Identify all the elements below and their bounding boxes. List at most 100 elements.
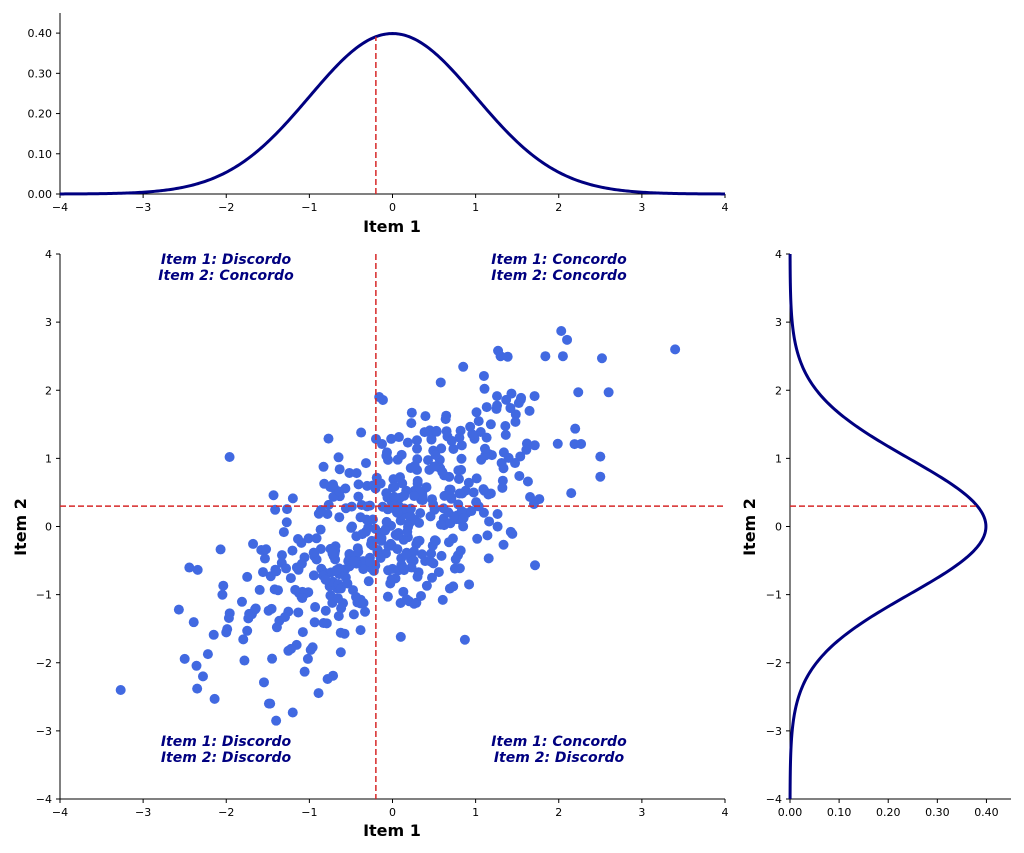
- scatter-point: [279, 611, 290, 622]
- scatter-point: [331, 565, 342, 576]
- main-x-tick-label: 2: [555, 806, 562, 819]
- main-y-tick-label: 0: [45, 521, 52, 534]
- scatter-point: [361, 514, 372, 525]
- scatter-point: [398, 586, 409, 597]
- scatter-point: [467, 429, 478, 440]
- scatter-point: [302, 653, 313, 664]
- scatter-point: [327, 548, 338, 559]
- scatter-point: [505, 402, 516, 413]
- scatter-point: [287, 545, 298, 556]
- scatter-point: [287, 493, 298, 504]
- scatter-point: [443, 507, 454, 518]
- scatter-point: [420, 411, 431, 422]
- scatter-point: [483, 553, 494, 564]
- scatter-point: [344, 467, 355, 478]
- right-y-tick-label: 3: [775, 316, 782, 329]
- scatter-point: [401, 549, 412, 560]
- scatter-point: [197, 671, 208, 682]
- scatter-point: [430, 536, 441, 547]
- scatter-point: [202, 649, 213, 660]
- scatter-point: [278, 527, 289, 538]
- main-x-tick-label: 3: [638, 806, 645, 819]
- scatter-point: [446, 493, 457, 504]
- scatter-point: [595, 451, 606, 462]
- main-y-ticks: −4 −3 −2 −1 0 1 2 3 4: [36, 248, 60, 806]
- scatter-point: [530, 560, 541, 571]
- main-x-tick-label: 0: [389, 806, 396, 819]
- top-x-axis-label: Item 1: [363, 217, 421, 236]
- scatter-point: [392, 544, 403, 555]
- scatter-point: [484, 516, 495, 527]
- scatter-point: [374, 392, 385, 403]
- scatter-point: [353, 479, 364, 490]
- scatter-point: [458, 521, 469, 532]
- main-x-tick-label: 1: [472, 806, 479, 819]
- scatter-point: [375, 552, 386, 563]
- scatter-point: [406, 418, 417, 429]
- scatter-point: [566, 488, 577, 499]
- scatter-point: [415, 508, 426, 519]
- main-y-tick-label: −1: [36, 589, 52, 602]
- scatter-point: [402, 437, 413, 448]
- right-y-tick-label: −4: [766, 793, 782, 806]
- main-y-tick-label: −4: [36, 793, 52, 806]
- top-y-tick-label: 0.30: [28, 67, 53, 80]
- main-y-tick-label: 3: [45, 316, 52, 329]
- scatter-point: [595, 471, 606, 482]
- annotation-bottom-left-line2: Item 2: Discordo: [161, 750, 292, 766]
- scatter-point: [351, 468, 362, 479]
- scatter-point: [320, 605, 331, 616]
- scatter-point: [371, 472, 382, 483]
- scatter-point: [287, 707, 298, 718]
- scatter-point: [388, 482, 398, 493]
- scatter-point: [419, 427, 430, 438]
- scatter-point: [386, 433, 397, 444]
- scatter-point: [433, 567, 444, 578]
- scatter-point: [534, 494, 545, 505]
- scatter-point: [430, 449, 441, 460]
- scatter-point: [437, 594, 448, 605]
- right-y-tick-label: 0: [775, 521, 782, 534]
- scatter-point: [441, 426, 452, 437]
- scatter-point: [458, 513, 469, 524]
- right-density-panel: 0.00 0.10 0.20 0.30 0.40 −4 −3 −2 −1 0 1 2 3 4 Item …: [740, 248, 1011, 819]
- scatter-point: [335, 627, 346, 638]
- scatter-point: [514, 470, 525, 481]
- scatter-point: [423, 455, 434, 466]
- scatter-point: [348, 609, 359, 620]
- scatter-point: [409, 546, 419, 557]
- top-x-tick-label: 1: [472, 201, 479, 214]
- scatter-point: [453, 465, 464, 476]
- scatter-point: [416, 590, 426, 601]
- scatter-point: [336, 603, 347, 614]
- top-x-tick-label: 2: [555, 201, 562, 214]
- scatter-point: [479, 383, 490, 394]
- scatter-point: [356, 427, 367, 438]
- scatter-point: [426, 548, 437, 559]
- right-x-tick-label: 0.20: [876, 806, 901, 819]
- scatter-point: [332, 593, 343, 604]
- scatter-point: [481, 432, 492, 443]
- scatter-point: [335, 647, 346, 658]
- scatter-point: [522, 476, 533, 487]
- scatter-point: [315, 524, 326, 535]
- scatter-point: [281, 563, 292, 574]
- scatter-point: [308, 570, 319, 581]
- scatter-point: [436, 550, 447, 561]
- scatter-point: [540, 351, 551, 362]
- scatter-point: [524, 405, 535, 416]
- annotation-top-right-line2: Item 2: Concordo: [491, 268, 627, 284]
- scatter-point: [305, 644, 316, 655]
- scatter-point: [248, 538, 259, 549]
- scatter-point: [310, 602, 321, 613]
- annotation-bottom-right-line2: Item 2: Discordo: [494, 750, 625, 766]
- scatter-point: [261, 544, 272, 555]
- scatter-point: [208, 629, 219, 640]
- scatter-point: [236, 596, 247, 607]
- top-x-tick-label: 4: [722, 201, 729, 214]
- scatter-point: [481, 402, 492, 413]
- scatter-point: [446, 435, 457, 446]
- main-x-tick-label: −2: [218, 806, 234, 819]
- scatter-point: [328, 479, 339, 490]
- scatter-point: [224, 452, 235, 463]
